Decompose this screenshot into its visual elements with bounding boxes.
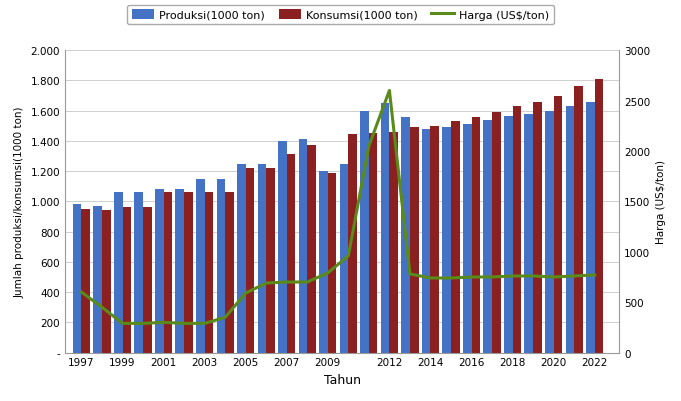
Bar — [205, 193, 213, 353]
Bar — [163, 193, 172, 353]
Harga (US$/ton) — [426, 276, 434, 281]
Bar — [574, 87, 583, 353]
Bar — [484, 120, 492, 353]
Bar — [524, 114, 533, 353]
Bar — [492, 113, 501, 353]
Bar — [134, 193, 143, 353]
Harga (US$/ton) — [323, 271, 332, 275]
Harga (US$/ton) — [98, 305, 106, 310]
Line: Harga (US$/ton): Harga (US$/ton) — [82, 91, 595, 324]
Bar — [586, 102, 595, 353]
Bar — [143, 208, 152, 353]
Bar — [422, 130, 430, 353]
Bar — [349, 135, 357, 353]
Harga (US$/ton) — [467, 275, 475, 279]
Legend: Produksi(1000 ton), Konsumsi(1000 ton), Harga (US$/ton): Produksi(1000 ton), Konsumsi(1000 ton), … — [127, 6, 554, 25]
Bar — [217, 179, 225, 353]
Harga (US$/ton) — [447, 276, 455, 281]
Harga (US$/ton) — [221, 315, 229, 320]
Y-axis label: Jumlah produksi/konsumsi(1000 ton): Jumlah produksi/konsumsi(1000 ton) — [15, 106, 25, 298]
Harga (US$/ton) — [509, 274, 517, 279]
Bar — [307, 145, 316, 353]
Harga (US$/ton) — [159, 320, 168, 325]
Harga (US$/ton) — [406, 272, 414, 277]
Bar — [93, 207, 102, 353]
Bar — [82, 209, 90, 353]
Harga (US$/ton) — [303, 280, 311, 285]
Bar — [114, 193, 123, 353]
Bar — [246, 169, 254, 353]
Bar — [451, 122, 460, 353]
Bar — [184, 193, 193, 353]
Bar — [328, 174, 336, 353]
Bar — [299, 140, 307, 353]
Bar — [123, 208, 131, 353]
Harga (US$/ton) — [345, 254, 353, 259]
Harga (US$/ton) — [529, 274, 537, 279]
Bar — [533, 102, 541, 353]
Bar — [430, 126, 439, 353]
Bar — [513, 107, 521, 353]
Harga (US$/ton) — [590, 273, 599, 277]
Harga (US$/ton) — [139, 321, 147, 326]
Bar — [176, 190, 184, 353]
Bar — [443, 128, 451, 353]
Harga (US$/ton) — [78, 290, 86, 295]
Bar — [381, 104, 390, 353]
Bar — [340, 164, 349, 353]
Harga (US$/ton) — [488, 275, 496, 279]
Harga (US$/ton) — [201, 321, 209, 326]
Harga (US$/ton) — [385, 89, 394, 94]
Harga (US$/ton) — [283, 280, 291, 285]
Bar — [237, 164, 246, 353]
Bar — [278, 142, 287, 353]
Bar — [369, 134, 377, 353]
Bar — [287, 155, 296, 353]
X-axis label: Tahun: Tahun — [323, 373, 361, 386]
Bar — [155, 190, 163, 353]
Harga (US$/ton) — [365, 144, 373, 149]
Harga (US$/ton) — [550, 275, 558, 279]
Bar — [545, 111, 554, 353]
Y-axis label: Harga (US$/ton): Harga (US$/ton) — [656, 160, 666, 244]
Bar — [471, 117, 480, 353]
Bar — [225, 193, 234, 353]
Bar — [554, 96, 563, 353]
Bar — [401, 117, 410, 353]
Bar — [196, 179, 205, 353]
Bar — [595, 80, 603, 353]
Bar — [504, 117, 513, 353]
Harga (US$/ton) — [262, 281, 270, 286]
Bar — [319, 172, 328, 353]
Bar — [102, 211, 110, 353]
Bar — [390, 132, 398, 353]
Bar — [257, 164, 266, 353]
Bar — [463, 125, 471, 353]
Bar — [565, 107, 574, 353]
Bar — [410, 128, 419, 353]
Bar — [266, 169, 275, 353]
Bar — [360, 111, 369, 353]
Harga (US$/ton) — [570, 274, 578, 279]
Harga (US$/ton) — [242, 291, 250, 296]
Harga (US$/ton) — [118, 321, 127, 326]
Bar — [73, 205, 82, 353]
Harga (US$/ton) — [180, 321, 188, 326]
